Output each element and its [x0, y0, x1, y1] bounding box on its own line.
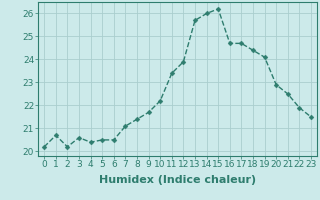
X-axis label: Humidex (Indice chaleur): Humidex (Indice chaleur) [99, 175, 256, 185]
